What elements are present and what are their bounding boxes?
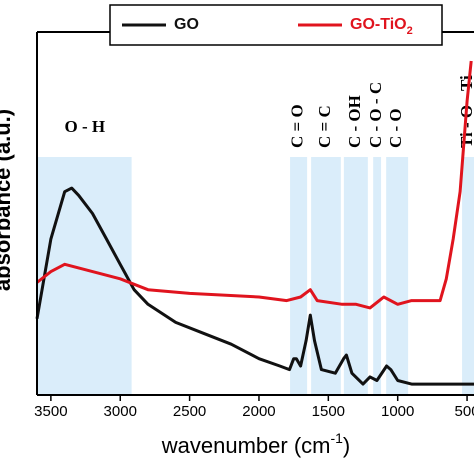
x-tick-label: 3500	[34, 403, 67, 420]
x-axis-label: wavenumber (cm-1)	[161, 430, 351, 458]
region	[373, 157, 382, 395]
x-label-sup: -1	[330, 430, 343, 446]
region	[311, 157, 341, 395]
legend-label: GO-TiO2	[350, 16, 413, 37]
region-label: C - O	[386, 108, 405, 148]
region-label: C = O	[287, 104, 306, 148]
x-tick-label: 1500	[312, 403, 345, 420]
series-line	[35, 186, 474, 386]
legend-name: GO	[174, 16, 199, 33]
x-label-text: wavenumber (cm	[161, 433, 331, 458]
ticks: 3500 3000 2500 2000 1500 1000 500	[34, 395, 474, 420]
region	[290, 157, 308, 395]
x-tick-label: 1000	[381, 403, 414, 420]
x-tick-label: 2500	[173, 403, 206, 420]
region	[37, 157, 132, 395]
legend: GO GO-TiO2	[122, 16, 413, 37]
x-tick-label: 2000	[242, 403, 275, 420]
region-label: C = C	[315, 105, 334, 148]
lines	[35, 60, 474, 386]
x-label-end: )	[343, 433, 350, 458]
region	[386, 157, 409, 395]
legend-label: GO	[174, 16, 199, 33]
region	[462, 157, 474, 395]
region-label: C - O - C	[366, 82, 385, 148]
legend-sub: 2	[407, 25, 413, 37]
x-tick-label: 3000	[104, 403, 137, 420]
legend-name: GO-TiO	[350, 16, 407, 33]
series-line	[36, 60, 473, 310]
region-label: O - H	[64, 117, 105, 136]
region-label: C - OH	[345, 95, 364, 148]
x-tick-label: 500	[455, 403, 474, 420]
y-axis-label: absorbance (a.u.)	[0, 109, 15, 291]
